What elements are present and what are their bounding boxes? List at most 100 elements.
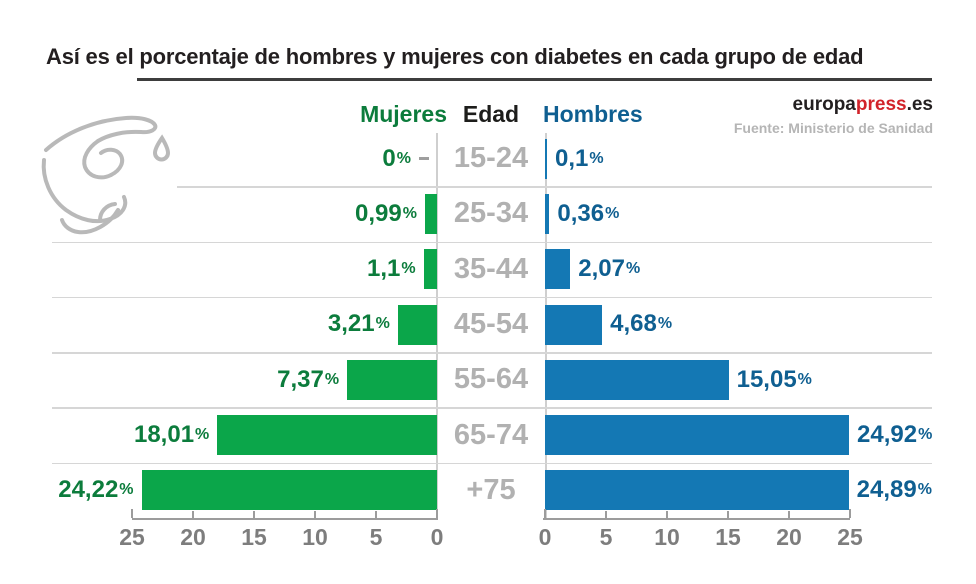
mujeres-bar xyxy=(347,359,437,400)
axis-tick-label: 15 xyxy=(715,524,741,550)
mujeres-value-label: 24,22% xyxy=(58,463,133,518)
page-title: Así es el porcentaje de hombres y mujere… xyxy=(46,44,864,69)
mujeres-axis xyxy=(132,518,438,520)
hombres-value-label: 24,92% xyxy=(857,407,932,462)
edad-header: Edad xyxy=(462,101,520,127)
mujeres-bar xyxy=(397,304,437,345)
brand-part-europa: europa xyxy=(792,94,856,115)
hombres-bar xyxy=(545,193,550,234)
mujeres-zero-tick xyxy=(419,157,429,161)
hombres-value-label: 15,05% xyxy=(737,352,812,407)
mujeres-value-label: 18,01% xyxy=(134,407,209,462)
axis-tick xyxy=(849,509,851,518)
value-number: 4,68 xyxy=(610,310,657,338)
axis-tick-label: 5 xyxy=(369,524,383,550)
percent-sign: % xyxy=(396,149,411,167)
mujeres-bar xyxy=(423,249,437,290)
value-number: 7,37 xyxy=(277,365,324,393)
percent-sign: % xyxy=(918,426,933,444)
value-number: 24,89 xyxy=(856,476,917,504)
percent-sign: % xyxy=(917,481,932,499)
value-number: 24,22 xyxy=(58,476,119,504)
age-group-label: +75 xyxy=(466,473,516,506)
mujeres-value-label: 0% xyxy=(382,131,411,186)
source-attribution: Fuente: Ministerio de Sanidad xyxy=(733,120,933,136)
row-separator xyxy=(52,407,932,409)
row-separator xyxy=(52,296,932,299)
axis-tick-label: 15 xyxy=(241,524,267,550)
axis-tick-label: 0 xyxy=(538,524,552,550)
hombres-bar xyxy=(545,249,571,290)
title-underline xyxy=(137,78,932,81)
value-number: 3,21 xyxy=(327,310,375,338)
hombres-bar xyxy=(545,359,729,400)
row-separator xyxy=(52,352,932,354)
percent-sign: % xyxy=(797,370,812,388)
brand-part-press: press xyxy=(855,94,907,115)
axis-tick xyxy=(131,509,133,518)
percent-sign: % xyxy=(657,315,673,333)
row-separator xyxy=(177,186,932,188)
hombres-value-label: 2,07% xyxy=(578,242,640,297)
axis-tick xyxy=(727,511,729,518)
axis-tick-label: 10 xyxy=(654,524,680,550)
percent-sign: % xyxy=(589,149,604,167)
axis-tick-label: 25 xyxy=(119,524,145,550)
mujeres-value-label: 1,1% xyxy=(367,242,416,297)
percent-sign: % xyxy=(324,370,340,388)
axis-tick xyxy=(253,511,255,518)
row-separator xyxy=(52,462,932,465)
value-number: 0,36 xyxy=(557,199,605,227)
hombres-axis xyxy=(543,518,850,520)
axis-tick xyxy=(544,509,546,518)
axis-tick-label: 20 xyxy=(180,524,206,550)
hand-blood-drop-icon xyxy=(41,115,171,235)
percent-sign: % xyxy=(375,315,390,333)
hombres-bar xyxy=(545,138,547,179)
hombres-bar xyxy=(545,304,603,345)
value-number: 0 xyxy=(382,144,396,172)
percent-sign: % xyxy=(605,204,620,222)
axis-tick xyxy=(788,511,790,518)
hombres-header: Hombres xyxy=(543,101,643,127)
value-number: 1,1 xyxy=(366,255,401,283)
value-number: 0,99 xyxy=(354,199,402,227)
mujeres-value-label: 3,21% xyxy=(328,297,390,352)
axis-tick-label: 0 xyxy=(430,524,444,550)
axis-tick xyxy=(314,511,316,518)
mujeres-value-label: 0,99% xyxy=(355,186,417,241)
age-group-label: 15-24 xyxy=(453,142,529,175)
percent-sign: % xyxy=(401,260,416,278)
axis-tick xyxy=(436,509,438,518)
axis-tick xyxy=(192,511,194,518)
mujeres-bar xyxy=(217,415,437,456)
age-group-label: 25-34 xyxy=(453,197,529,230)
row-separator xyxy=(52,241,932,244)
europapress-logo: europapress.es xyxy=(793,94,933,116)
axis-tick-label: 25 xyxy=(837,524,863,550)
hombres-value-label: 0,1% xyxy=(555,131,604,186)
axis-tick xyxy=(666,511,668,518)
hombres-bar xyxy=(545,470,849,511)
percent-sign: % xyxy=(402,204,417,222)
axis-tick xyxy=(605,511,607,518)
axis-tick xyxy=(375,511,377,518)
mujeres-bar xyxy=(424,193,437,234)
age-group-label: 45-54 xyxy=(453,307,529,340)
value-number: 0,1 xyxy=(555,144,589,172)
hombres-value-label: 0,36% xyxy=(557,186,619,241)
brand-part-es: .es xyxy=(906,94,933,115)
percent-sign: % xyxy=(119,481,134,499)
axis-tick-label: 10 xyxy=(302,524,328,550)
age-group-label: 55-64 xyxy=(453,363,529,396)
hombres-value-label: 4,68% xyxy=(610,297,672,352)
age-group-label: 35-44 xyxy=(453,252,529,285)
axis-tick-label: 20 xyxy=(776,524,802,550)
mujeres-value-label: 7,37% xyxy=(277,352,339,407)
percent-sign: % xyxy=(195,426,210,444)
hombres-value-label: 24,89% xyxy=(857,463,932,518)
axis-tick-label: 5 xyxy=(599,524,613,550)
percent-sign: % xyxy=(625,260,641,278)
value-number: 2,07 xyxy=(578,255,625,283)
